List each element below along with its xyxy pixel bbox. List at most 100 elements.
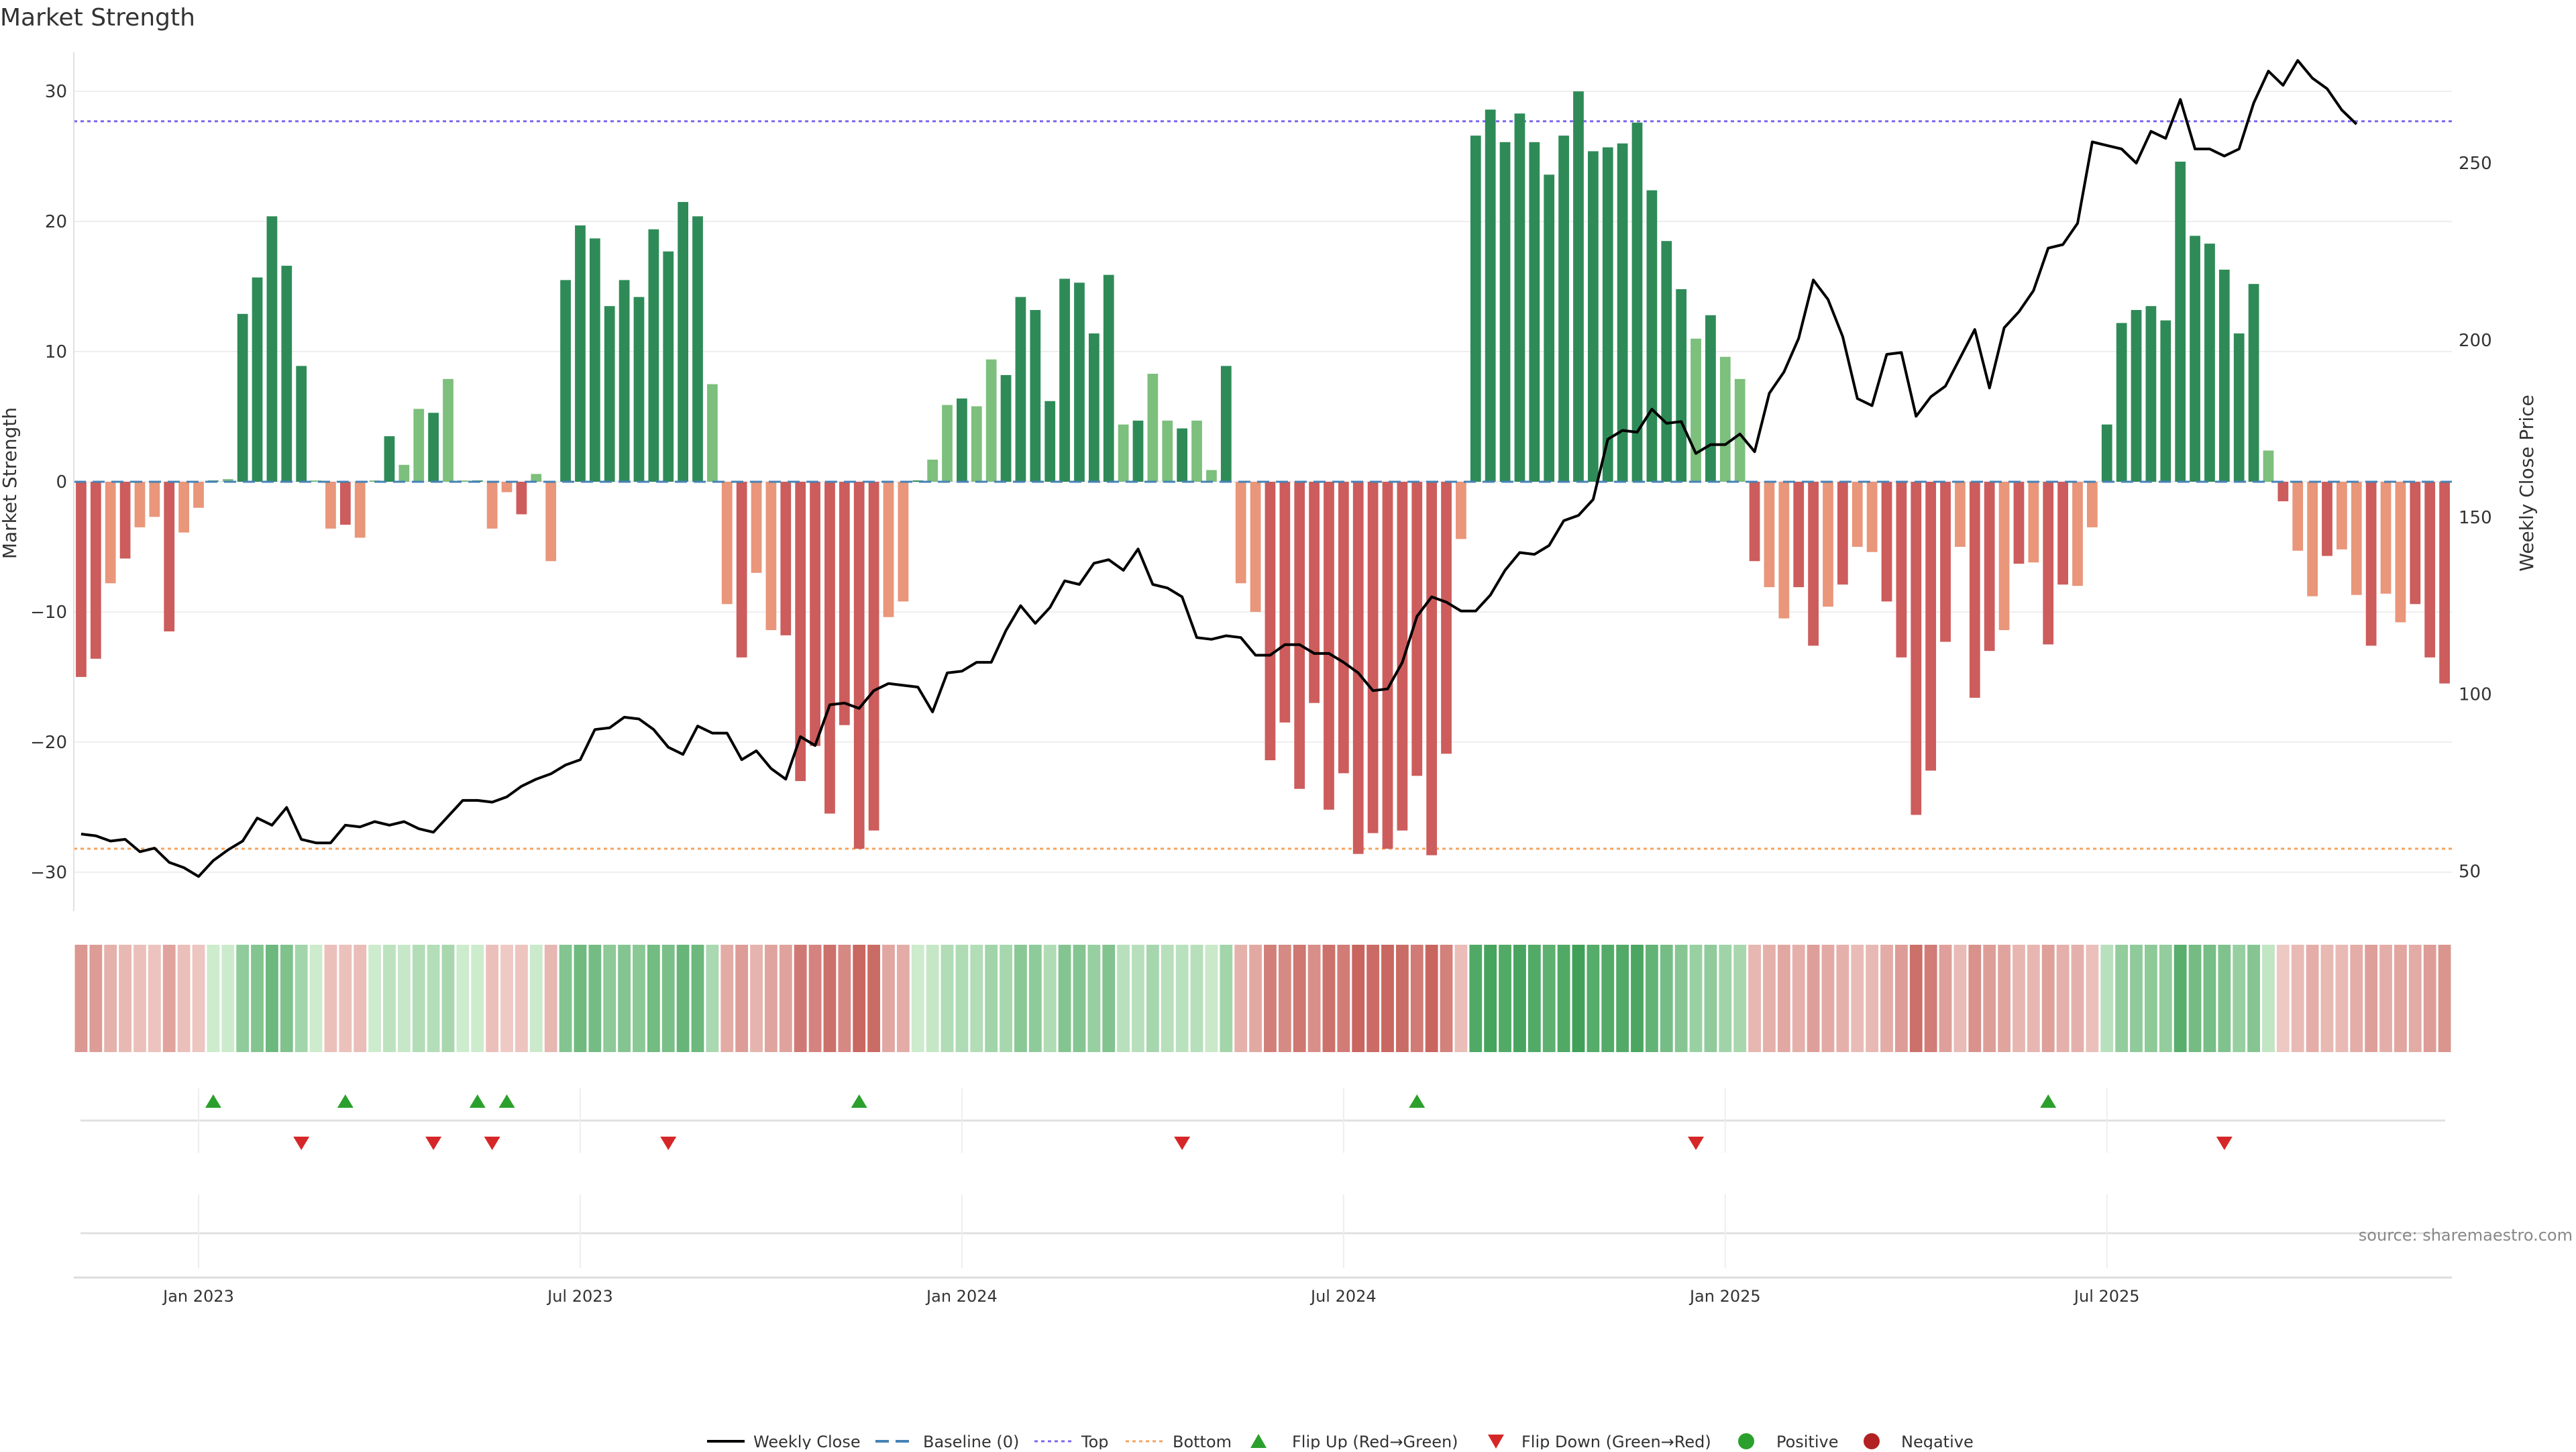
heat-cell [324,945,337,1052]
y-tick-label: 30 [45,82,67,102]
bar-negative [1397,482,1408,831]
heat-cell [882,945,895,1052]
heat-cell [1821,945,1835,1052]
bar-positive [1734,378,1746,482]
bar-positive [1118,424,1129,482]
bar-negative [516,482,527,515]
bar-positive [1719,356,1731,482]
bar-positive [985,359,997,482]
bar-positive [2101,424,2112,482]
bar-negative [1955,482,1966,547]
bar-negative [2322,482,2332,556]
heat-cell [339,945,352,1052]
heat-cell [2306,945,2319,1052]
chart-title: Market Strength [0,4,195,32]
heat-cell [1894,945,1908,1052]
heat-cell [955,945,969,1052]
heat-cell [74,945,88,1052]
bar-positive [1074,282,1085,482]
y-tick-label: −20 [30,733,67,753]
heat-cell [1425,945,1438,1052]
bar-negative [2307,482,2318,597]
heat-cell [1807,945,1820,1052]
heat-cell [1366,945,1380,1052]
bar-negative [486,482,498,529]
flip-up-marker [2040,1094,2057,1108]
heat-cell [2247,945,2260,1052]
bar-negative [751,482,762,573]
flip-down-marker [484,1137,500,1150]
bar-negative [2072,482,2083,586]
positive-negative-panel [80,1194,2445,1268]
bar-negative [1250,482,1261,612]
heat-cell [867,945,881,1052]
bar-positive [458,480,468,482]
weekly-close-line [80,59,2358,878]
bar-positive [428,413,439,482]
bar-positive [2263,450,2274,482]
bar-positive [384,436,395,482]
heat-cell [1220,945,1233,1052]
legend-negative-label: Negative [1901,1433,1974,1449]
heat-cell [1381,945,1394,1052]
heat-cell [266,945,278,1052]
heat-cell [1234,945,1248,1052]
bar-positive [1030,310,1041,482]
heat-cell [2056,945,2070,1052]
bar-negative [1793,482,1805,588]
heat-cell [941,945,954,1052]
heat-cell [1087,945,1101,1052]
bar-negative [1998,482,2010,631]
heat-cell [294,945,308,1052]
heat-cell [2218,945,2231,1052]
heat-cell [1161,945,1174,1052]
bar-negative [2365,482,2377,646]
heat-cell [2086,945,2099,1052]
bar-positive [443,378,453,482]
heat-cell [1278,945,1291,1052]
bar-positive [1470,136,1481,482]
heat-cell [309,945,323,1052]
bar-positive [1177,428,1188,482]
heat-cell [1777,945,1790,1052]
bar-positive [296,366,307,482]
heat-cell [2350,945,2363,1052]
heat-cell [1190,945,1203,1052]
bar-positive [1602,147,1613,482]
bar-positive [1573,91,1584,482]
bar-positive [1147,374,1159,482]
heat-cell [397,945,411,1052]
bar-negative [1881,482,1892,602]
heat-cell [779,945,792,1052]
bar-negative [824,482,835,814]
heat-cell [911,945,924,1052]
heat-cell [1572,945,1585,1052]
bar-positive [1617,143,1628,482]
bar-positive [1587,151,1599,482]
heat-cell [368,945,382,1052]
bar-positive [2160,320,2171,482]
bar-negative [795,482,806,782]
flip-up-marker [337,1094,354,1108]
heat-cell [1513,945,1526,1052]
bar-positive [678,202,689,482]
bar-negative [898,482,909,602]
heat-cell [735,945,749,1052]
bar-negative [2043,482,2054,645]
flip-down-marker [425,1137,442,1150]
bar-positive [648,229,659,482]
heat-cell [1264,945,1277,1052]
bar-positive [604,306,615,482]
heat-cell [1322,945,1336,1052]
bar-negative [1866,482,1878,552]
heat-cell [2379,945,2392,1052]
bar-positive [1514,113,1525,482]
heat-cell [970,945,983,1052]
bar-positive [2218,269,2230,482]
heat-cell [647,945,660,1052]
strength-heat-strip [74,945,2451,1052]
bar-positive [2233,333,2245,482]
bar-negative [810,482,820,746]
bar-positive [971,406,982,482]
